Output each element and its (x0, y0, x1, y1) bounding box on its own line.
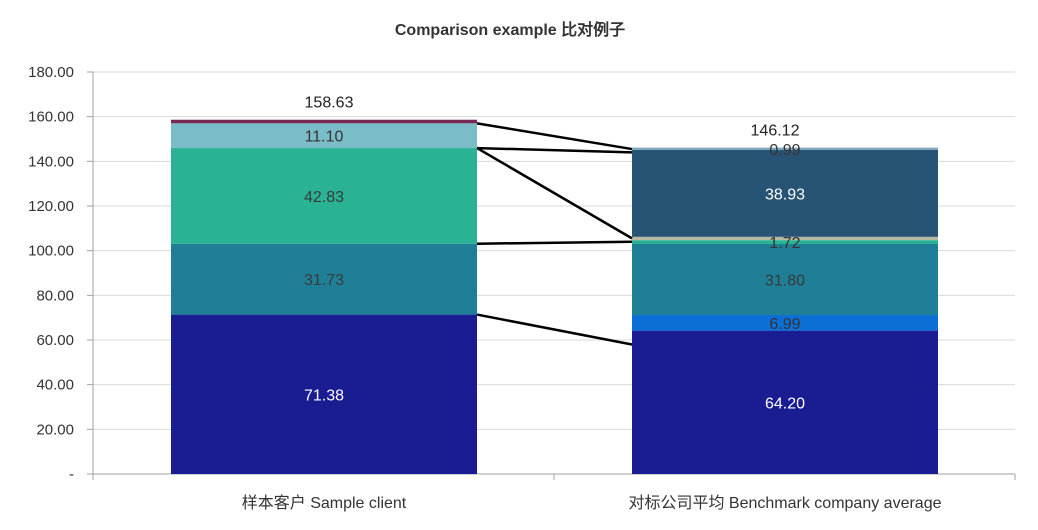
y-tick-label: 180.00 (28, 64, 74, 81)
bar-segment (632, 330, 938, 474)
bar-stacks (171, 119, 938, 474)
bar-segment (171, 123, 477, 149)
data-label: 42.83 (304, 189, 344, 206)
y-tick-label: 60.00 (36, 332, 74, 349)
data-label: 0.99 (769, 142, 800, 159)
data-label: 38.93 (765, 186, 805, 203)
bar-segment (632, 243, 938, 316)
total-label: 146.12 (751, 123, 800, 140)
y-tick-label: 160.00 (28, 109, 74, 126)
chart-title: Comparison example 比对例子 (395, 20, 625, 39)
connector-line (476, 146, 633, 240)
data-label: 1.72 (769, 235, 800, 252)
y-tick-label: 20.00 (36, 421, 74, 438)
data-label: 11.10 (305, 129, 344, 146)
data-label: 71.38 (304, 387, 344, 404)
data-labels: 71.38 31.73 42.83 11.10 158.63 64.20 6.99 31.80… (304, 95, 805, 413)
y-tick-label: 140.00 (28, 153, 74, 170)
y-tick-label: 80.00 (36, 287, 74, 304)
bar-segment (171, 243, 477, 315)
bar-segment (171, 119, 477, 124)
connector-line (476, 122, 633, 151)
connector-line (476, 313, 633, 346)
data-label: 64.20 (765, 395, 805, 412)
bar-segment (632, 240, 938, 244)
data-label: 6.99 (769, 316, 800, 333)
y-tick-label: - (69, 466, 74, 483)
connector-line (476, 240, 633, 245)
data-label: 31.73 (304, 272, 344, 289)
bar-segment (632, 236, 938, 241)
y-tick-label: 120.00 (28, 198, 74, 215)
y-tick-label: 100.00 (28, 243, 74, 260)
bar-segment (171, 314, 477, 474)
connector-line (476, 146, 633, 154)
axes: - 20.00 40.00 60.00 80.00 100.00 120.00 140.00 1… (28, 64, 1016, 512)
bar-segment (632, 315, 938, 331)
bar-segment (632, 147, 938, 150)
bar-segment (632, 149, 938, 237)
connector-lines (476, 122, 633, 346)
category-label: 对标公司平均 Benchmark company average (628, 494, 941, 512)
y-tick-label: 40.00 (36, 377, 74, 394)
data-label: 31.80 (765, 272, 805, 289)
bar-segment (171, 148, 477, 244)
total-label: 158.63 (305, 95, 354, 112)
category-label: 样本客户 Sample client (242, 494, 407, 512)
